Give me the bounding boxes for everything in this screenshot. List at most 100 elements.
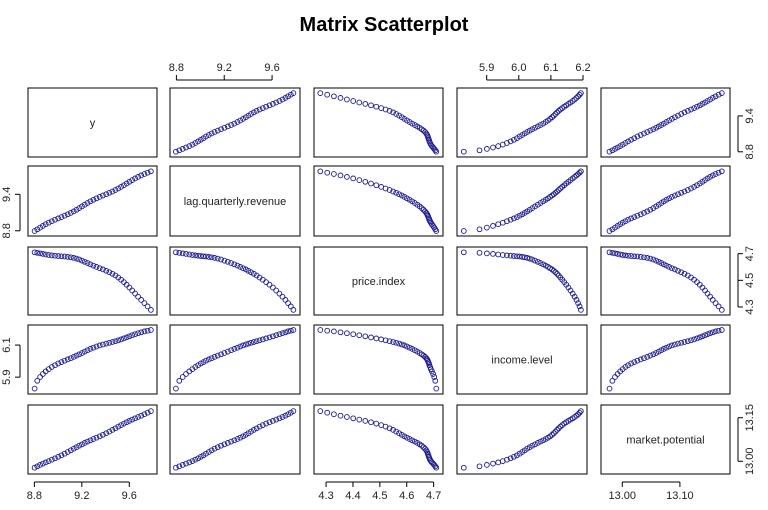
data-point-lag-price: [324, 169, 331, 176]
data-point-income-market: [696, 334, 703, 341]
data-point-price-market: [704, 290, 711, 297]
data-point-market-lag: [279, 414, 286, 420]
data-point-y-market: [637, 132, 644, 138]
top-axis-income-level-tick-label: 6.1: [543, 62, 558, 74]
data-point-income-market: [688, 337, 694, 344]
data-point-market-income: [490, 460, 496, 467]
data-point-price-market: [712, 300, 719, 306]
data-point-y-lag: [205, 132, 212, 138]
data-point-y-lag: [179, 146, 186, 152]
data-point-market-y: [126, 418, 133, 424]
data-point-income-y: [31, 385, 38, 392]
data-point-y-income: [537, 122, 544, 128]
data-point-y-market: [694, 103, 700, 110]
data-point-y-income: [573, 95, 580, 101]
data-point-price-market: [718, 307, 725, 313]
data-point-price-income: [576, 303, 583, 310]
data-point-y-lag: [290, 90, 297, 96]
data-point-price-lag: [285, 300, 291, 306]
data-point-lag-income: [554, 188, 560, 195]
data-point-market-income: [460, 464, 467, 471]
data-point-income-market: [694, 335, 700, 342]
data-point-lag-price: [368, 180, 374, 187]
data-point-price-income: [524, 255, 531, 261]
data-point-lag-y: [81, 201, 88, 208]
bottom-axis-price-index-tick-label: 4.7: [426, 490, 441, 502]
data-point-income-y: [121, 335, 127, 342]
data-point-income-market: [681, 339, 688, 345]
data-point-price-y: [64, 254, 71, 260]
data-point-lag-income: [511, 215, 517, 222]
data-point-price-y: [34, 249, 41, 256]
data-point-market-lag: [221, 441, 228, 448]
data-point-lag-market: [672, 192, 678, 199]
data-point-income-price: [396, 340, 402, 347]
data-point-income-lag: [256, 337, 263, 344]
data-point-lag-income: [490, 223, 496, 229]
data-point-price-income: [552, 269, 559, 276]
data-point-income-y: [81, 348, 88, 355]
data-point-y-market: [625, 138, 631, 145]
data-point-income-market: [704, 331, 711, 338]
data-point-income-price: [356, 332, 363, 339]
data-point-market-y: [138, 412, 145, 419]
data-point-y-lag: [266, 102, 273, 109]
data-point-market-lag: [205, 449, 212, 455]
data-point-income-market: [644, 354, 651, 360]
data-point-price-y: [81, 258, 88, 265]
data-point-market-income: [554, 427, 560, 433]
data-point-y-market: [691, 105, 697, 111]
data-point-income-lag: [179, 374, 186, 380]
data-point-lag-price: [420, 206, 427, 213]
data-point-price-y: [106, 269, 113, 276]
data-point-y-income: [555, 108, 562, 114]
data-point-y-market: [631, 135, 638, 142]
data-point-price-y: [103, 267, 110, 274]
data-point-income-market: [606, 385, 613, 392]
data-point-market-lag: [179, 462, 186, 468]
data-point-market-price: [378, 422, 385, 428]
data-point-price-y: [76, 256, 83, 263]
data-point-market-y: [87, 437, 94, 444]
data-point-price-market: [707, 293, 713, 300]
data-point-price-y: [100, 266, 106, 273]
data-point-income-lag: [221, 350, 228, 356]
data-point-income-market: [702, 332, 708, 339]
data-point-price-y: [109, 270, 116, 277]
data-point-lag-market: [637, 211, 644, 218]
data-point-price-y: [84, 260, 91, 266]
panel-price-market: [600, 246, 731, 316]
data-point-y-market: [634, 133, 641, 140]
data-point-price-lag: [214, 255, 221, 262]
data-point-income-lag: [234, 344, 241, 351]
data-point-price-lag: [266, 281, 273, 288]
data-point-market-y: [76, 442, 83, 449]
data-point-y-price: [429, 143, 435, 149]
data-point-income-market: [631, 359, 638, 365]
data-point-lag-y: [48, 218, 55, 225]
data-point-market-lag: [189, 458, 196, 464]
data-point-lag-market: [631, 214, 638, 220]
data-point-y-lag: [248, 111, 254, 117]
data-point-income-price: [431, 374, 438, 380]
data-point-lag-price: [398, 192, 405, 199]
left-axis-lag-quarterly-revenue-tick-label: 9.4: [1, 187, 13, 202]
data-point-market-y: [141, 411, 148, 418]
panel-income-y: [27, 324, 158, 395]
data-point-market-price: [324, 409, 331, 416]
data-point-market-y: [103, 430, 110, 437]
data-point-market-lag: [256, 423, 263, 430]
data-point-income-lag: [205, 356, 212, 363]
data-point-income-y: [48, 364, 55, 370]
bottom-axis-market-potential-tick-label: 13.10: [666, 490, 694, 502]
data-point-market-price: [356, 416, 363, 423]
data-point-lag-y: [45, 219, 52, 226]
data-point-market-y: [70, 445, 77, 452]
diagonal-label-lag: lag.quarterly.revenue: [184, 196, 287, 208]
data-point-market-price: [362, 418, 369, 424]
data-point-y-market: [675, 112, 681, 119]
data-point-price-y: [141, 300, 148, 306]
data-point-lag-y: [138, 172, 145, 179]
panel-market-income: [456, 404, 588, 475]
